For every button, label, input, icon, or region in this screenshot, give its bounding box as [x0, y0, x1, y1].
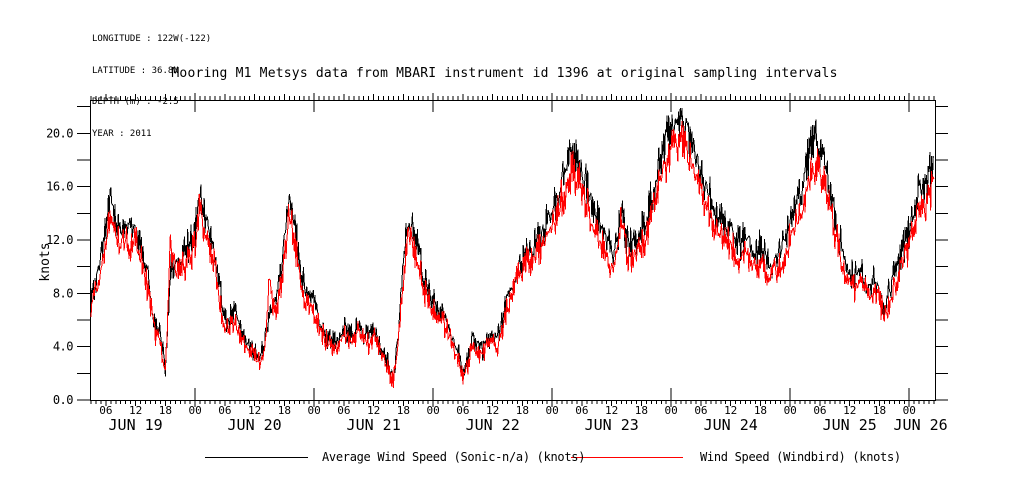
x-hour-label: 12	[605, 404, 618, 417]
series-windbird-line	[90, 120, 935, 389]
x-hour-label: 18	[397, 404, 410, 417]
x-day-label: JUN 21	[347, 416, 401, 434]
y-tick-label: 8.0	[53, 286, 73, 300]
y-tick-label: 16.0	[46, 180, 73, 194]
meta-latitude: LATITUDE : 36.8N	[92, 65, 179, 76]
x-hour-label: 12	[367, 404, 380, 417]
meta-depth: DEPTH (m) : -2.5	[92, 97, 179, 107]
x-hour-label: 12	[843, 404, 856, 417]
x-hour-label: 18	[278, 404, 291, 417]
x-hour-label: 06	[337, 404, 350, 417]
x-hour-label: 06	[218, 404, 231, 417]
legend-label-sonic: Average Wind Speed (Sonic-n/a) (knots)	[322, 450, 586, 464]
x-hour-label: 12	[129, 404, 142, 417]
x-hour-label: 06	[694, 404, 707, 417]
x-day-label: JUN 23	[585, 416, 639, 434]
x-hour-label: 06	[813, 404, 826, 417]
y-tick-label: 12.0	[46, 233, 73, 247]
x-hour-label: 12	[248, 404, 261, 417]
x-hour-label: 06	[575, 404, 588, 417]
chart-title: Mooring M1 Metsys data from MBARI instru…	[171, 66, 838, 81]
x-hour-label: 06	[456, 404, 469, 417]
x-day-label: JUN 24	[704, 416, 758, 434]
series-sonic-line	[90, 107, 935, 379]
x-hour-label: 12	[724, 404, 737, 417]
x-hour-label: 18	[159, 404, 172, 417]
x-hour-label: 00	[189, 404, 202, 417]
x-hour-label: 12	[486, 404, 499, 417]
meta-year: YEAR : 2011	[92, 128, 152, 139]
legend-label-windbird: Wind Speed (Windbird) (knots)	[700, 450, 901, 464]
x-hour-label: 00	[665, 404, 678, 417]
x-day-label: JUN 19	[109, 416, 163, 434]
x-hour-label: 00	[784, 404, 797, 417]
x-hour-label: 18	[873, 404, 886, 417]
x-day-label: JUN 22	[466, 416, 520, 434]
x-hour-label: 18	[516, 404, 529, 417]
x-hour-label: 18	[754, 404, 767, 417]
x-day-label: JUN 25	[823, 416, 877, 434]
x-hour-label: 06	[99, 404, 112, 417]
y-tick-label: 0.0	[53, 393, 73, 407]
x-day-label: JUN 26	[894, 416, 948, 434]
x-hour-label: 00	[427, 404, 440, 417]
x-day-label: JUN 20	[228, 416, 282, 434]
x-hour-label: 00	[308, 404, 321, 417]
x-hour-label: 00	[546, 404, 559, 417]
metadata-block: LONGITUDE : 122W(-122) LATITUDE : 36.8N …	[92, 13, 211, 160]
y-tick-label: 20.0	[46, 126, 73, 140]
x-hour-label: 18	[635, 404, 648, 417]
x-hour-label: 00	[903, 404, 916, 417]
meta-longitude: LONGITUDE : 122W(-122)	[92, 34, 212, 44]
y-tick-label: 4.0	[53, 340, 73, 354]
